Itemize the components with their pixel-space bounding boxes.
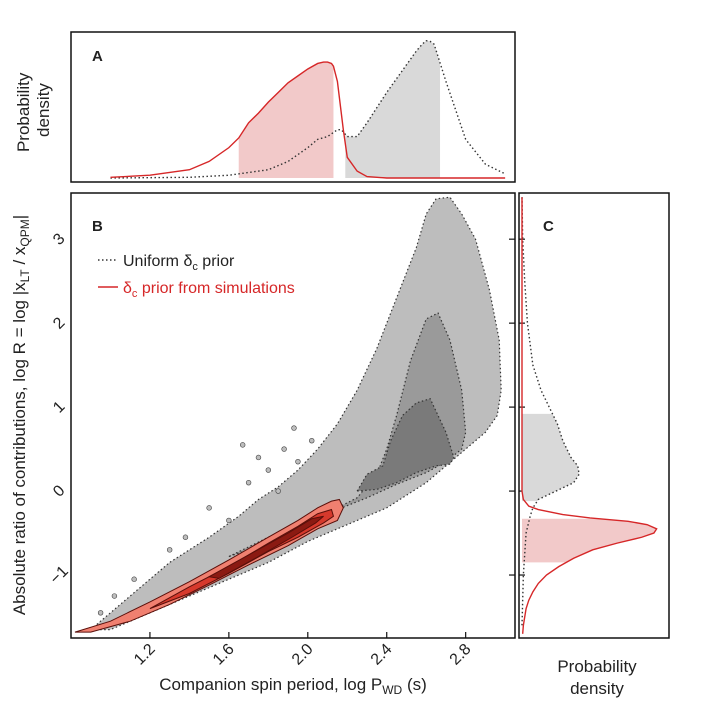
scatter-point (291, 425, 297, 431)
panel-a: A Probability density (14, 31, 516, 183)
panel-c-shaded-interval (522, 518, 657, 563)
x-tick-label: 2.8 (447, 641, 475, 669)
panel-c-curves (521, 197, 658, 634)
scatter-point (245, 479, 252, 486)
y-tick-label: −1 (47, 563, 72, 588)
y-tick-label: 0 (50, 482, 68, 500)
scatter-point (275, 488, 281, 494)
panel-b-density-regions (74, 196, 502, 633)
panel-c-xlabel-line-2: density (570, 679, 624, 698)
scatter-point (131, 576, 137, 582)
panel-b-xlabel: Companion spin period, log PWD (s) (159, 675, 427, 697)
scatter-point (239, 442, 246, 448)
panel-c-simulation-prior-curve (521, 197, 658, 634)
legend: Uniform δc prior δc prior from simulatio… (98, 253, 295, 300)
panel-c-letter: C (543, 218, 554, 235)
scatter-point (281, 446, 287, 452)
scatter-point (97, 610, 104, 616)
x-tick-label: 1.2 (131, 641, 159, 669)
scatter-point (265, 467, 272, 473)
scatter-point (206, 505, 212, 511)
panel-c-uniform-prior-curve (521, 197, 580, 626)
panel-b-letter: B (92, 218, 103, 235)
panel-a-uniform-prior-curve (110, 39, 506, 179)
panel-a-simulation-prior-curve (110, 61, 506, 179)
panel-b-frame (70, 192, 516, 639)
panel-b-ylabel: Absolute ratio of contributions, log R =… (10, 215, 32, 615)
panel-a-curves (110, 39, 506, 179)
region-sim-outer (74, 498, 344, 633)
panel-a-shaded-interval (345, 41, 441, 178)
region-uniform-outer (89, 196, 502, 631)
y-tick-label: 1 (50, 398, 68, 416)
panel-c-shaded-interval (522, 413, 579, 502)
panel-c: C Probability density (518, 192, 670, 698)
panel-a-ylabel-line-1: Probability (14, 72, 33, 152)
scatter-point (166, 547, 173, 553)
x-tick-label: 2.0 (289, 641, 317, 669)
y-tick-label: 3 (50, 230, 68, 248)
panel-c-frame (518, 192, 670, 639)
panel-c-shading (522, 413, 657, 563)
scatter-point (226, 517, 232, 524)
scatter-point (182, 534, 189, 540)
region-sim-inner (207, 515, 324, 579)
panel-a-shading (238, 41, 441, 178)
scatter-point (111, 593, 118, 599)
panel-b: 1.2 1.6 2.0 2.4 2.8 3 2 1 0 −1 B Uniform δc prior… (10, 192, 525, 697)
panel-c-xlabel-line-1: Probability (557, 657, 637, 676)
scatter-point (255, 454, 262, 461)
panel-a-letter: A (92, 48, 103, 65)
x-tick-label: 2.4 (368, 641, 396, 669)
panel-a-frame (70, 31, 516, 183)
y-tick-label: 2 (50, 314, 68, 332)
region-uniform-inner (356, 397, 455, 492)
x-tick-label: 1.6 (210, 641, 238, 669)
panel-a-shaded-interval (238, 62, 334, 178)
panel-a-ylabel-line-2: density (34, 83, 53, 137)
legend-label-simulations: δc prior from simulations (123, 280, 295, 300)
scatter-point (295, 458, 301, 465)
scatter-point (309, 437, 315, 444)
legend-label-uniform: Uniform δc prior (123, 253, 235, 273)
panel-a-ylabel: Probability density (14, 68, 53, 152)
